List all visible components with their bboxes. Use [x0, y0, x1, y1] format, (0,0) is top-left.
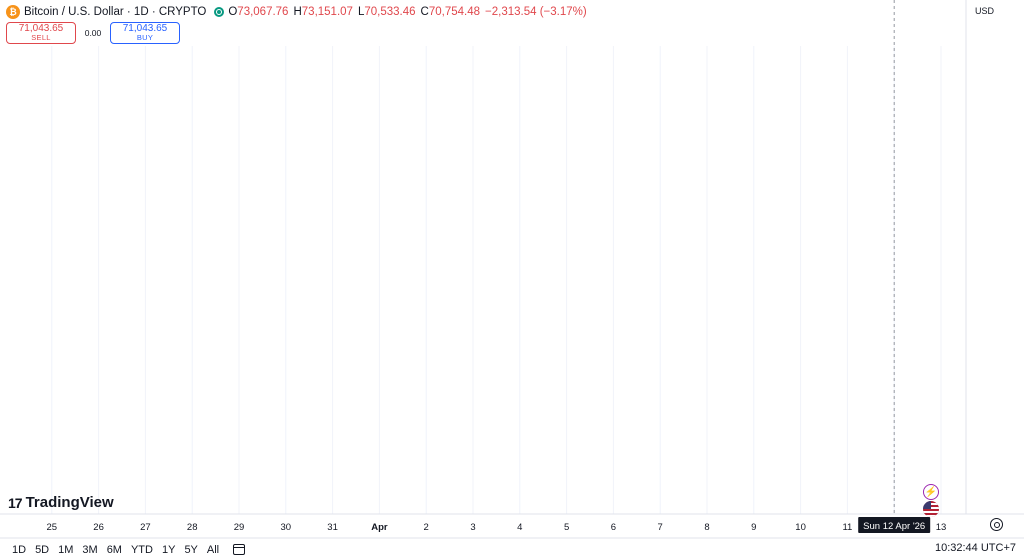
x-tick-label: 4: [517, 522, 522, 533]
x-tick-label: 31: [327, 522, 338, 533]
timeframe-5d[interactable]: 5D: [35, 543, 50, 556]
timeframe-1d[interactable]: 1D: [12, 543, 27, 556]
calendar-icon[interactable]: [233, 544, 246, 555]
buy-button[interactable]: 71,043.65 BUY: [110, 22, 180, 44]
x-tick-label: 11: [842, 522, 852, 533]
buy-price: 71,043.65: [122, 23, 168, 34]
bottom-toolbar: 1D 5D 1M 3M 6M YTD 1Y 5Y All 10:32:44 UT…: [0, 540, 1024, 559]
ohlc-change: −2,313.54 (−3.17%): [485, 6, 587, 18]
x-tick-label: 3: [470, 522, 475, 533]
timeframe-all[interactable]: All: [206, 543, 220, 556]
timeframe-1y[interactable]: 1Y: [161, 543, 176, 556]
tradingview-logo-text: TradingView: [25, 494, 114, 511]
x-tick-label: 10: [795, 522, 806, 533]
utc-clock[interactable]: 10:32:44 UTC+7: [934, 542, 1016, 554]
sell-label: SELL: [31, 33, 51, 42]
bitcoin-icon: ₿: [6, 5, 20, 19]
x-tick-label: 2: [424, 522, 429, 533]
symbol-title[interactable]: Bitcoin / U.S. Dollar · 1D · CRYPTO: [24, 6, 207, 18]
grid: [51, 46, 942, 514]
crosshair-date-badge: [858, 517, 931, 533]
us-flag-icon[interactable]: [923, 501, 939, 517]
sell-button[interactable]: 71,043.65 SELL: [6, 22, 76, 44]
timeframe-5y[interactable]: 5Y: [184, 543, 198, 556]
symbol-header: ₿ Bitcoin / U.S. Dollar · 1D · CRYPTO O7…: [6, 4, 592, 20]
x-tick-label: 7: [658, 522, 663, 533]
ohlc-h: H73,151.07: [293, 6, 353, 18]
ohlc-l: L70,533.46: [357, 6, 416, 18]
timeframe-1m[interactable]: 1M: [58, 543, 74, 556]
tradingview-logo-icon: 17: [8, 494, 23, 511]
x-tick-label: 30: [281, 522, 292, 533]
ohlc-o: O73,067.76: [228, 6, 289, 18]
market-status-icon[interactable]: [214, 7, 225, 17]
x-tick-label: 27: [140, 522, 151, 533]
x-tick-label: 8: [704, 522, 709, 533]
timeframe-3m[interactable]: 3M: [82, 543, 98, 556]
x-tick-label: 28: [187, 522, 198, 533]
currency-selector[interactable]: USD: [975, 6, 995, 16]
buy-label: BUY: [136, 33, 154, 42]
settings-gear-icon[interactable]: [990, 518, 1003, 531]
timeframe-6m[interactable]: 6M: [106, 543, 122, 556]
spread-value: 0.00: [84, 28, 102, 38]
x-tick-label: 13: [936, 522, 947, 533]
trade-panel: 71,043.65 SELL 0.00 71,043.65 BUY: [6, 22, 180, 44]
sell-price: 71,043.65: [18, 23, 64, 34]
timeframe-ytd[interactable]: YTD: [130, 543, 153, 556]
x-tick-label: 5: [564, 522, 569, 533]
x-tick-label: Apr: [371, 522, 388, 533]
tradingview-logo[interactable]: 17 TradingView: [8, 494, 114, 511]
x-tick-label: 29: [234, 522, 245, 533]
x-tick-label: 9: [751, 522, 756, 533]
x-tick-label: 25: [47, 522, 58, 533]
ohlc-c: C70,754.48: [420, 6, 481, 18]
x-tick-label: 26: [93, 522, 104, 533]
x-tick-label: 6: [611, 522, 616, 533]
crosshair-date-label: Sun 12 Apr '26: [863, 521, 925, 532]
lightning-icon[interactable]: ⚡: [923, 484, 939, 500]
